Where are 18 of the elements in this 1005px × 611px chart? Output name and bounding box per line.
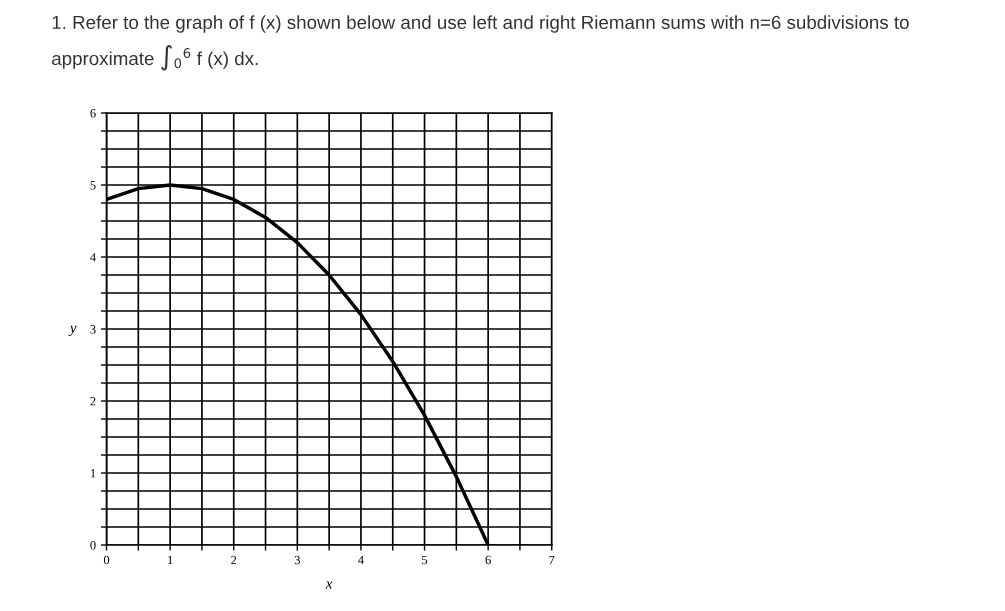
y-tick-label: 6 bbox=[90, 109, 96, 118]
x-tick-label: 6 bbox=[485, 555, 491, 565]
y-tick-label: 4 bbox=[90, 253, 96, 262]
x-axis-title: x bbox=[325, 581, 333, 589]
y-tick-label: 5 bbox=[90, 181, 96, 190]
chart-title: 1. Refer to the graph of f (x) shown below and use left and right Riemann sums with n=6 subdivisions to approximate ∫$_{0}$$^{6}$ f (x) dx. bbox=[52, 15, 909, 71]
x-tick-label: 7 bbox=[549, 555, 555, 565]
y-tick-label: 1 bbox=[90, 469, 96, 478]
x-tick-label: 5 bbox=[422, 555, 428, 565]
x-tick-label: 1 bbox=[168, 555, 173, 565]
x-tick-label: 2 bbox=[231, 555, 237, 565]
y-tick-label: 0 bbox=[90, 541, 96, 550]
x-tick-label: 0 bbox=[103, 555, 110, 565]
y-tick-label: 2 bbox=[90, 397, 96, 406]
x-tick-label: 3 bbox=[294, 555, 300, 565]
x-tick-label: 4 bbox=[358, 555, 364, 565]
y-tick-label: 3 bbox=[90, 325, 96, 334]
y-axis-title: y bbox=[68, 325, 77, 336]
